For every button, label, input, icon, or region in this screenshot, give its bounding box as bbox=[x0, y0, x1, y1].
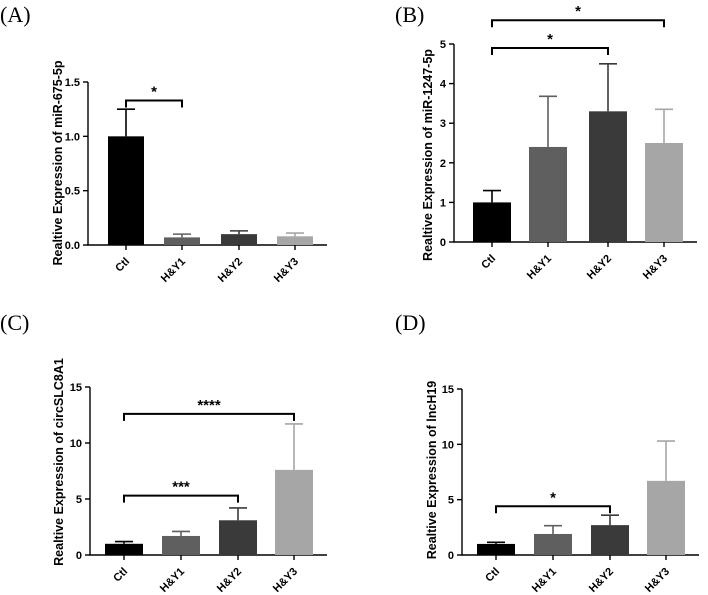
x-tick-label: H&Y1 bbox=[159, 256, 188, 285]
y-tick-label: 0.5 bbox=[65, 186, 80, 198]
panel-label: (B) bbox=[395, 2, 424, 27]
x-tick-label: Ctl bbox=[111, 566, 130, 585]
bar-H&Y1 bbox=[162, 535, 200, 555]
y-tick-label: 10 bbox=[442, 439, 454, 451]
significance-bracket bbox=[125, 99, 183, 108]
panel-label: (D) bbox=[395, 310, 426, 335]
significance-bracket bbox=[123, 412, 295, 421]
bar-H&Y1 bbox=[534, 533, 572, 555]
y-tick-label: 0.0 bbox=[65, 240, 80, 252]
y-tick-label: 0 bbox=[76, 550, 82, 562]
bar-H&Y2 bbox=[591, 525, 629, 555]
x-tick-label: H&Y2 bbox=[215, 566, 244, 595]
y-tick-label: 5 bbox=[448, 495, 454, 507]
x-tick-label: H&Y1 bbox=[158, 566, 187, 595]
y-tick-label: 15 bbox=[70, 382, 82, 394]
significance-label: * bbox=[151, 83, 157, 100]
y-axis-title: Realtive Expression of circSLC8A1 bbox=[52, 358, 66, 566]
significance-label: **** bbox=[197, 397, 221, 414]
y-tick-label: 1.0 bbox=[65, 131, 80, 143]
x-tick-label: H&Y3 bbox=[643, 566, 672, 595]
y-tick-label: 5 bbox=[440, 39, 446, 51]
bar-H&Y1 bbox=[529, 146, 567, 242]
bar-H&Y1 bbox=[164, 237, 200, 245]
bar-H&Y2 bbox=[589, 111, 627, 242]
bar-H&Y3 bbox=[647, 480, 685, 555]
x-tick-label: H&Y3 bbox=[271, 566, 300, 595]
significance-bracket bbox=[491, 46, 609, 55]
y-tick-label: 1 bbox=[440, 197, 446, 209]
y-tick-label: 0 bbox=[448, 550, 454, 562]
chart-panel-3: (C) 0 5 10 15 Realtive Expression of circSLC8… bbox=[0, 310, 327, 595]
y-tick-label: 15 bbox=[442, 384, 454, 396]
x-tick-label: H&Y2 bbox=[585, 253, 614, 282]
significance-bracket bbox=[495, 505, 611, 514]
y-axis-title: Realtive Expression of miR-1247-5p bbox=[421, 49, 435, 261]
bar-H&Y3 bbox=[277, 236, 313, 245]
panel-label: (A) bbox=[0, 2, 31, 27]
y-tick-label: 0 bbox=[440, 237, 446, 249]
significance-label: *** bbox=[172, 479, 190, 496]
y-axis-title: Realtive Expression of lncH19 bbox=[425, 381, 439, 560]
bar-H&Y2 bbox=[221, 234, 257, 245]
significance-label: * bbox=[547, 31, 553, 48]
significance-bracket bbox=[123, 494, 239, 503]
x-tick-label: H&Y3 bbox=[272, 256, 301, 285]
bar-Ctl bbox=[108, 136, 144, 245]
bar-H&Y3 bbox=[275, 469, 313, 555]
panel-label: (C) bbox=[0, 310, 29, 335]
y-tick-label: 4 bbox=[440, 79, 447, 91]
x-tick-label: H&Y1 bbox=[530, 566, 559, 595]
y-axis-title: Realtive Expression of miR-675-5p bbox=[51, 60, 65, 265]
y-tick-label: 5 bbox=[76, 494, 82, 506]
y-tick-label: 3 bbox=[440, 118, 446, 130]
bar-Ctl bbox=[477, 543, 515, 555]
chart-panel-2: (B) 0 1 2 3 4 5 Realtive Expression of miR-1247… bbox=[395, 2, 697, 282]
y-tick-label: 10 bbox=[70, 438, 82, 450]
x-tick-label: Ctl bbox=[479, 253, 498, 272]
x-tick-label: H&Y2 bbox=[587, 566, 616, 595]
significance-bracket bbox=[491, 19, 665, 28]
significance-label: * bbox=[550, 489, 556, 506]
y-tick-label: 1.5 bbox=[65, 77, 80, 89]
x-tick-label: H&Y2 bbox=[216, 256, 245, 285]
bar-Ctl bbox=[105, 543, 143, 555]
significance-label: * bbox=[575, 3, 581, 20]
x-tick-label: H&Y1 bbox=[525, 253, 554, 282]
bar-Ctl bbox=[473, 202, 511, 242]
bar-H&Y3 bbox=[645, 143, 683, 242]
x-tick-label: H&Y3 bbox=[641, 253, 670, 282]
x-tick-label: Ctl bbox=[483, 566, 502, 585]
y-tick-label: 2 bbox=[440, 158, 446, 170]
x-tick-label: Ctl bbox=[113, 256, 132, 275]
bar-H&Y2 bbox=[219, 520, 257, 555]
